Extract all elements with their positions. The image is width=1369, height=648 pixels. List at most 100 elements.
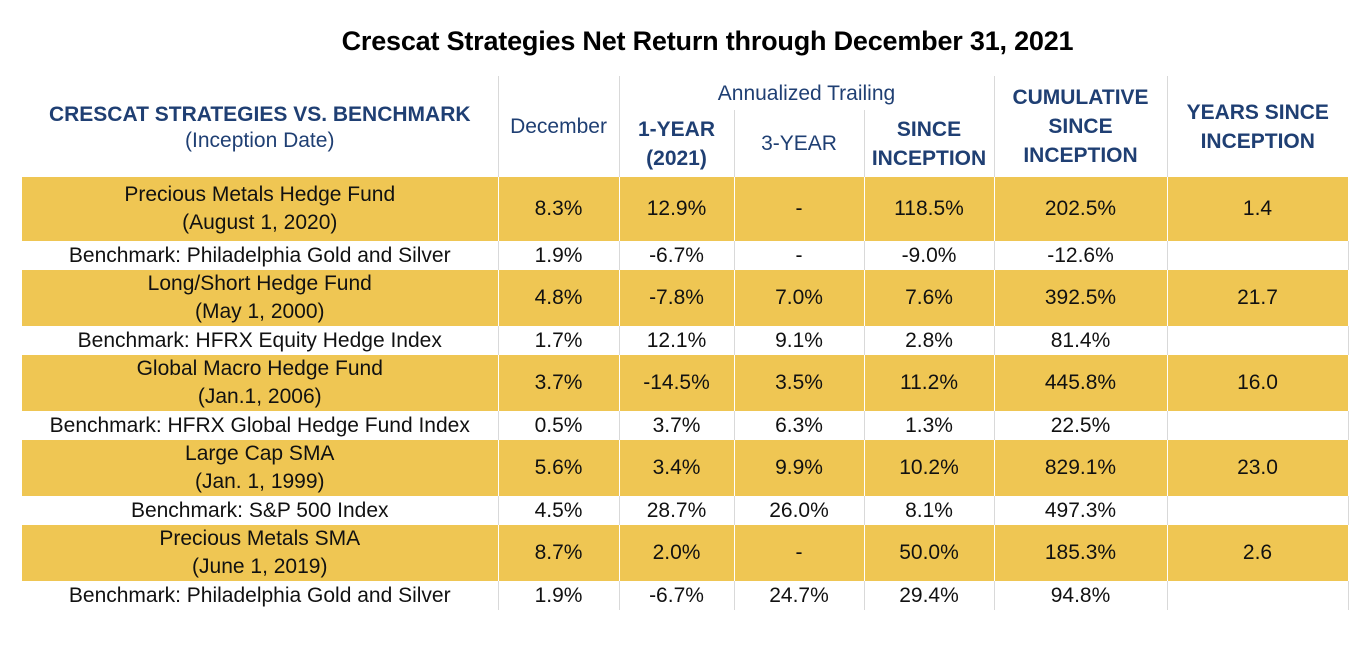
fund-row: Precious Metals SMA (June 1, 2019) 8.7% … [22, 525, 1349, 581]
benchmark-cumulative-cell: 22.5% [994, 411, 1168, 440]
fund-years-cell: 23.0 [1167, 440, 1349, 496]
fund-cumulative-cell: 392.5% [994, 270, 1168, 326]
benchmark-since-inception-cell: -9.0% [864, 241, 995, 270]
strategy-column-subtitle: (Inception Date) [185, 129, 335, 152]
benchmark-years-cell [1167, 241, 1349, 270]
fund-name: Large Cap SMA [185, 442, 335, 465]
since-inception-column-header: SINCE INCEPTION [864, 110, 995, 177]
strategy-column-header: CRESCAT STRATEGIES VS. BENCHMARK (Incept… [22, 76, 499, 177]
benchmark-december-cell: 4.5% [498, 496, 620, 525]
benchmark-since-inception-cell: 1.3% [864, 411, 995, 440]
cumulative-header-line1: CUMULATIVE [1012, 86, 1149, 109]
fund-years-cell: 21.7 [1167, 270, 1349, 326]
benchmark-december-cell: 0.5% [498, 411, 620, 440]
fund-inception-date: (Jan. 1, 1999) [194, 470, 325, 493]
benchmark-name-cell: Benchmark: S&P 500 Index [22, 496, 499, 525]
fund-one-year-cell: 3.4% [619, 440, 735, 496]
benchmark-december-cell: 1.9% [498, 581, 620, 610]
benchmark-years-cell [1167, 581, 1349, 610]
fund-name-cell: Global Macro Hedge Fund (Jan.1, 2006) [22, 355, 499, 411]
years-header-line1: YEARS SINCE [1186, 100, 1329, 124]
one-year-header-line2: (2021) [646, 146, 707, 170]
fund-inception-date: (Jan.1, 2006) [197, 385, 322, 408]
benchmark-three-year-cell: 9.1% [734, 326, 865, 355]
table-body: Precious Metals Hedge Fund (August 1, 20… [22, 177, 1349, 610]
fund-years-cell: 1.4 [1167, 177, 1349, 241]
fund-name-cell: Large Cap SMA (Jan. 1, 1999) [22, 440, 499, 496]
fund-since-inception-cell: 118.5% [864, 177, 995, 241]
fund-row: Global Macro Hedge Fund (Jan.1, 2006) 3.… [22, 355, 1349, 411]
one-year-column-header: 1-YEAR (2021) [619, 110, 735, 177]
benchmark-row: Benchmark: Philadelphia Gold and Silver … [22, 581, 1349, 610]
fund-since-inception-cell: 10.2% [864, 440, 995, 496]
fund-name: Global Macro Hedge Fund [136, 357, 383, 380]
fund-one-year-cell: 12.9% [619, 177, 735, 241]
page-title: Crescat Strategies Net Return through De… [341, 26, 1074, 56]
cumulative-header-line2: SINCE [1048, 115, 1113, 138]
benchmark-cumulative-cell: 94.8% [994, 581, 1168, 610]
benchmark-cumulative-cell: 497.3% [994, 496, 1168, 525]
since-header-line1: SINCE [896, 117, 962, 141]
fund-inception-date: (June 1, 2019) [192, 555, 328, 578]
benchmark-three-year-cell: 6.3% [734, 411, 865, 440]
fund-three-year-cell: - [734, 525, 865, 581]
annualized-trailing-group-header: Annualized Trailing [619, 76, 995, 110]
benchmark-name-cell: Benchmark: Philadelphia Gold and Silver [22, 241, 499, 270]
fund-one-year-cell: 2.0% [619, 525, 735, 581]
fund-cumulative-cell: 202.5% [994, 177, 1168, 241]
benchmark-december-cell: 1.7% [498, 326, 620, 355]
benchmark-row: Benchmark: HFRX Equity Hedge Index 1.7% … [22, 326, 1349, 355]
benchmark-three-year-cell: - [734, 241, 865, 270]
benchmark-one-year-cell: 28.7% [619, 496, 735, 525]
benchmark-row: Benchmark: HFRX Global Hedge Fund Index … [22, 411, 1349, 440]
benchmark-one-year-cell: -6.7% [619, 581, 735, 610]
fund-cumulative-cell: 445.8% [994, 355, 1168, 411]
benchmark-row: Benchmark: S&P 500 Index 4.5% 28.7% 26.0… [22, 496, 1349, 525]
fund-three-year-cell: 7.0% [734, 270, 865, 326]
fund-since-inception-cell: 7.6% [864, 270, 995, 326]
returns-table: CRESCAT STRATEGIES VS. BENCHMARK (Incept… [22, 76, 1349, 610]
fund-name-cell: Precious Metals Hedge Fund (August 1, 20… [22, 177, 499, 241]
fund-years-cell: 2.6 [1167, 525, 1349, 581]
years-column-header: YEARS SINCE INCEPTION [1167, 76, 1348, 177]
benchmark-one-year-cell: 12.1% [619, 326, 735, 355]
years-header-line2: INCEPTION [1200, 129, 1315, 153]
fund-cumulative-cell: 185.3% [994, 525, 1168, 581]
benchmark-since-inception-cell: 8.1% [864, 496, 995, 525]
fund-three-year-cell: - [734, 177, 865, 241]
fund-one-year-cell: -14.5% [619, 355, 735, 411]
benchmark-cumulative-cell: 81.4% [994, 326, 1168, 355]
fund-december-cell: 8.3% [498, 177, 620, 241]
strategy-column-title: CRESCAT STRATEGIES VS. BENCHMARK [48, 103, 471, 126]
fund-one-year-cell: -7.8% [619, 270, 735, 326]
fund-december-cell: 5.6% [498, 440, 620, 496]
cumulative-header-line3: INCEPTION [1023, 144, 1138, 167]
fund-name-cell: Precious Metals SMA (June 1, 2019) [22, 525, 499, 581]
benchmark-years-cell [1167, 496, 1349, 525]
fund-name-cell: Long/Short Hedge Fund (May 1, 2000) [22, 270, 499, 326]
fund-years-cell: 16.0 [1167, 355, 1349, 411]
fund-row: Long/Short Hedge Fund (May 1, 2000) 4.8%… [22, 270, 1349, 326]
fund-since-inception-cell: 50.0% [864, 525, 995, 581]
fund-name: Long/Short Hedge Fund [147, 272, 372, 295]
fund-name: Precious Metals Hedge Fund [124, 183, 396, 206]
benchmark-name-cell: Benchmark: Philadelphia Gold and Silver [22, 581, 499, 610]
fund-since-inception-cell: 11.2% [864, 355, 995, 411]
one-year-header-line1: 1-YEAR [637, 117, 716, 141]
table-header: CRESCAT STRATEGIES VS. BENCHMARK (Incept… [22, 76, 1348, 177]
fund-row: Precious Metals Hedge Fund (August 1, 20… [22, 177, 1349, 241]
fund-inception-date: (August 1, 2020) [182, 211, 338, 234]
benchmark-one-year-cell: -6.7% [619, 241, 735, 270]
fund-december-cell: 3.7% [498, 355, 620, 411]
fund-three-year-cell: 3.5% [734, 355, 865, 411]
december-column-header: December [498, 76, 620, 177]
benchmark-three-year-cell: 26.0% [734, 496, 865, 525]
fund-row: Large Cap SMA (Jan. 1, 1999) 5.6% 3.4% 9… [22, 440, 1349, 496]
cumulative-column-header: CUMULATIVE SINCE INCEPTION [994, 76, 1168, 177]
benchmark-name-cell: Benchmark: HFRX Global Hedge Fund Index [22, 411, 499, 440]
benchmark-row: Benchmark: Philadelphia Gold and Silver … [22, 241, 1349, 270]
fund-inception-date: (May 1, 2000) [194, 300, 325, 323]
benchmark-cumulative-cell: -12.6% [994, 241, 1168, 270]
benchmark-name-cell: Benchmark: HFRX Equity Hedge Index [22, 326, 499, 355]
benchmark-since-inception-cell: 2.8% [864, 326, 995, 355]
